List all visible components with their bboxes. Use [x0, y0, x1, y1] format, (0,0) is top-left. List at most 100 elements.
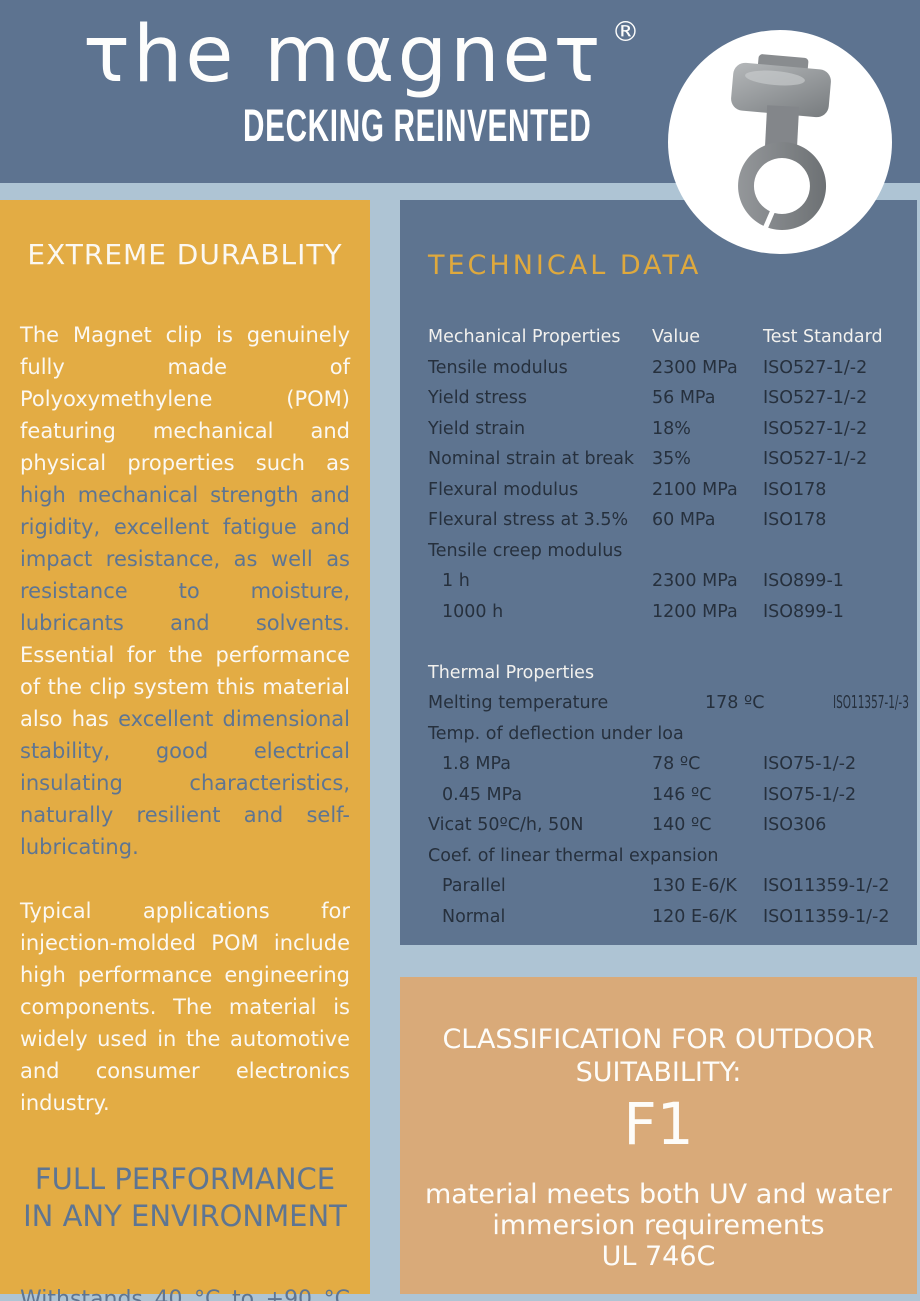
cell-property: Yield stress: [428, 388, 528, 408]
outdoor-heading-line1: CLASSIFICATION FOR OUTDOOR: [442, 1024, 875, 1055]
outdoor-classification-heading: CLASSIFICATION FOR OUTDOOR SUITABILITY:: [400, 1023, 917, 1089]
technical-data-heading: TECHNICAL DATA: [428, 250, 702, 282]
durability-panel: EXTREME DURABLITY The Magnet clip is gen…: [0, 200, 370, 1301]
cell-property: Melting temperature: [428, 693, 609, 713]
cell-test-standard: ISO527-1/-2: [763, 388, 868, 408]
outdoor-description: material meets both UV and water immersi…: [400, 1179, 917, 1272]
cell-property: Nominal strain at break: [428, 449, 635, 469]
cell-value: Value: [652, 327, 701, 347]
cell-property: Flexural stress at 3.5%: [428, 510, 629, 530]
outdoor-heading-line2: SUITABILITY:: [575, 1057, 742, 1088]
environment-stats: Withstands 40 °C to +90 °CDensity of =1.…: [20, 1281, 350, 1301]
table-row: Vicat 50ºC/h, 50N 140 ºC ISO306: [428, 810, 905, 841]
paragraph-segment: Essential for the performance of the cli…: [20, 643, 350, 731]
table-row: Nominal strain at break 35% ISO527-1/-2: [428, 444, 905, 475]
registered-trademark-symbol: ®: [611, 15, 643, 48]
cell-value: 178 ºC: [705, 693, 765, 713]
cell-property: 1.8 MPa: [442, 754, 511, 774]
cell-property: Parallel: [442, 876, 506, 896]
table-row: 0.45 MPa 146 ºC ISO75-1/-2: [428, 780, 905, 811]
paragraph-segment: Typical applications for injection-molde…: [20, 899, 350, 1115]
cell-property: Tensile creep modulus: [428, 540, 623, 561]
cell-property: 0.45 MPa: [442, 784, 523, 805]
cell-value: 146 ºC: [652, 784, 712, 805]
outdoor-suitability-panel: CLASSIFICATION FOR OUTDOOR SUITABILITY: …: [400, 977, 917, 1294]
cell-test-standard: ISO178: [763, 510, 827, 530]
outdoor-rating-value: F1: [623, 1090, 694, 1158]
durability-paragraph-1: The Magnet clip is genuinely fully made …: [20, 319, 350, 863]
table-row: Thermal Properties: [428, 658, 905, 689]
cell-test-standard: ISO11359-1/-2: [763, 906, 890, 927]
durability-heading: EXTREME DURABLITY: [27, 238, 343, 271]
cell-test-standard: ISO75-1/-2: [763, 784, 857, 805]
paragraph-segment: high mechanical strength and rigidity, e…: [20, 483, 350, 635]
cell-property: Tensile modulus: [428, 357, 568, 378]
outdoor-desc-line1: material meets both UV and water: [424, 1179, 893, 1210]
cell-value: 2100 MPa: [652, 479, 738, 500]
clip-product-image: [722, 54, 842, 232]
table-row: Melting temperature 178 ºC ISO11357-1/-3: [428, 688, 909, 719]
table-spacer-row: [428, 627, 905, 658]
table-row: Flexural modulus 2100 MPa ISO178: [428, 475, 905, 506]
cell-property: Flexural modulus: [428, 479, 579, 500]
cell-property: Vicat 50ºC/h, 50N: [428, 815, 584, 835]
cell-property: 1000 h: [442, 601, 504, 622]
cell-property: Coef. of linear thermal expansion: [428, 845, 719, 866]
cell-test-standard: ISO527-1/-2: [763, 418, 868, 439]
table-row: Yield strain 18% ISO527-1/-2: [428, 414, 905, 445]
cell-property: Normal: [442, 906, 506, 927]
cell-test-standard: ISO899-1: [763, 601, 844, 622]
technical-data-panel: TECHNICAL DATA Mechanical Properties Valu…: [400, 200, 917, 945]
cell-test-standard: ISO899-1: [763, 571, 844, 591]
cell-value: 130 E-6/K: [652, 876, 737, 896]
cell-value: 140 ºC: [652, 815, 712, 835]
cell-value: 2300 MPa: [652, 357, 738, 378]
table-row: Parallel 130 E-6/K ISO11359-1/-2: [428, 871, 905, 902]
cell-value: 18%: [652, 418, 691, 439]
cell-value: 78 ºC: [652, 754, 701, 774]
table-row: Flexural stress at 3.5% 60 MPa ISO178: [428, 505, 905, 536]
table-row: Yield stress 56 MPa ISO527-1/-2: [428, 383, 905, 414]
cell-test-standard: ISO75-1/-2: [763, 754, 857, 774]
cell-test-standard: Test Standard: [763, 327, 883, 347]
brand-logo-text: τhe mαgneτ: [83, 10, 604, 100]
durability-paragraph-2: Typical applications for injection-molde…: [20, 895, 350, 1119]
cell-value: 60 MPa: [652, 510, 716, 530]
table-row: Temp. of deflection under loa: [428, 719, 905, 750]
paragraph-segment: excellent dimensional stability, good el…: [20, 707, 350, 859]
table-row: Coef. of linear thermal expansion: [428, 841, 905, 872]
technical-table: Mechanical Properties Value Test Standard T…: [428, 322, 909, 933]
table-row: Tensile modulus 2300 MPa ISO527-1/-2: [428, 353, 905, 384]
cell-test-standard: ISO11359-1/-2: [763, 876, 890, 896]
outdoor-desc-line2: immersion requirements: [492, 1210, 825, 1241]
cell-property: 1 h: [442, 571, 470, 591]
cell-test-standard: ISO527-1/-2: [763, 357, 868, 378]
product-image-badge: [668, 30, 892, 254]
performance-heading: FULL PERFORMANCE IN ANY ENVIRONMENT: [23, 1162, 347, 1233]
cell-value: 56 MPa: [652, 388, 716, 408]
table-row: Mechanical Properties Value Test Standard: [428, 322, 905, 353]
cell-value: 35%: [652, 449, 691, 469]
brand-logo: τhe mαgneτ ®: [83, 10, 642, 100]
cell-test-standard: ISO306: [763, 815, 827, 835]
table-row: 1 h 2300 MPa ISO899-1: [428, 566, 905, 597]
cell-value: 120 E-6/K: [652, 906, 737, 927]
cell-value: 1200 MPa: [652, 601, 738, 622]
stat-line: Withstands 40 °C to +90 °C: [20, 1287, 350, 1301]
table-row: Normal 120 E-6/K ISO11359-1/-2: [428, 902, 905, 933]
table-row: Tensile creep modulus: [428, 536, 905, 567]
cell-test-standard: ISO178: [763, 479, 827, 500]
cell-property: Temp. of deflection under loa: [428, 723, 684, 744]
table-row: 1000 h 1200 MPa ISO899-1: [428, 597, 905, 628]
paragraph-segment: The Magnet clip is genuinely fully made …: [20, 323, 350, 475]
cell-property: Thermal Properties: [428, 662, 595, 683]
cell-test-standard: ISO11357-1/-3: [833, 693, 909, 713]
cell-value: 2300 MPa: [652, 571, 738, 591]
cell-property: Mechanical Properties: [428, 327, 621, 347]
outdoor-desc-line3: UL 746C: [601, 1241, 716, 1272]
brand-tagline: DECKING REINVENTED: [243, 100, 592, 151]
cell-property: Yield strain: [428, 418, 526, 439]
table-row: 1.8 MPa 78 ºC ISO75-1/-2: [428, 749, 905, 780]
cell-test-standard: ISO527-1/-2: [763, 449, 868, 469]
